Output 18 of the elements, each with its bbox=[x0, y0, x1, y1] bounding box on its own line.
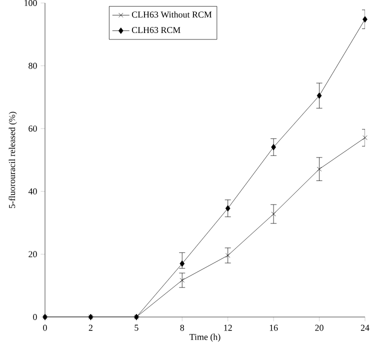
x-tick-label: 2 bbox=[88, 324, 92, 331]
y-tick-label: 20 bbox=[28, 251, 37, 258]
y-tick-label: 80 bbox=[28, 62, 37, 69]
x-tick-label: 8 bbox=[180, 324, 184, 331]
y-tick-label: 100 bbox=[24, 0, 37, 6]
y-tick-label: 40 bbox=[28, 188, 37, 194]
x-tick-label: 16 bbox=[270, 324, 278, 331]
y-tick-label: 0 bbox=[33, 314, 37, 320]
x-tick-label: 24 bbox=[360, 324, 370, 331]
x-tick-label: 12 bbox=[224, 324, 232, 331]
y-tick-label: 60 bbox=[28, 126, 37, 132]
legend-label: CLH63 Without RCM bbox=[132, 11, 212, 18]
x-tick-label: 0 bbox=[43, 324, 47, 331]
x-tick-label: 5 bbox=[134, 324, 138, 331]
x-axis-title: Time (h) bbox=[190, 334, 220, 342]
x-tick-label: 20 bbox=[315, 324, 324, 331]
legend-label: CLH63 RCM bbox=[132, 27, 180, 34]
y-axis-title: 5-fluorouracil released (%) bbox=[8, 112, 17, 208]
